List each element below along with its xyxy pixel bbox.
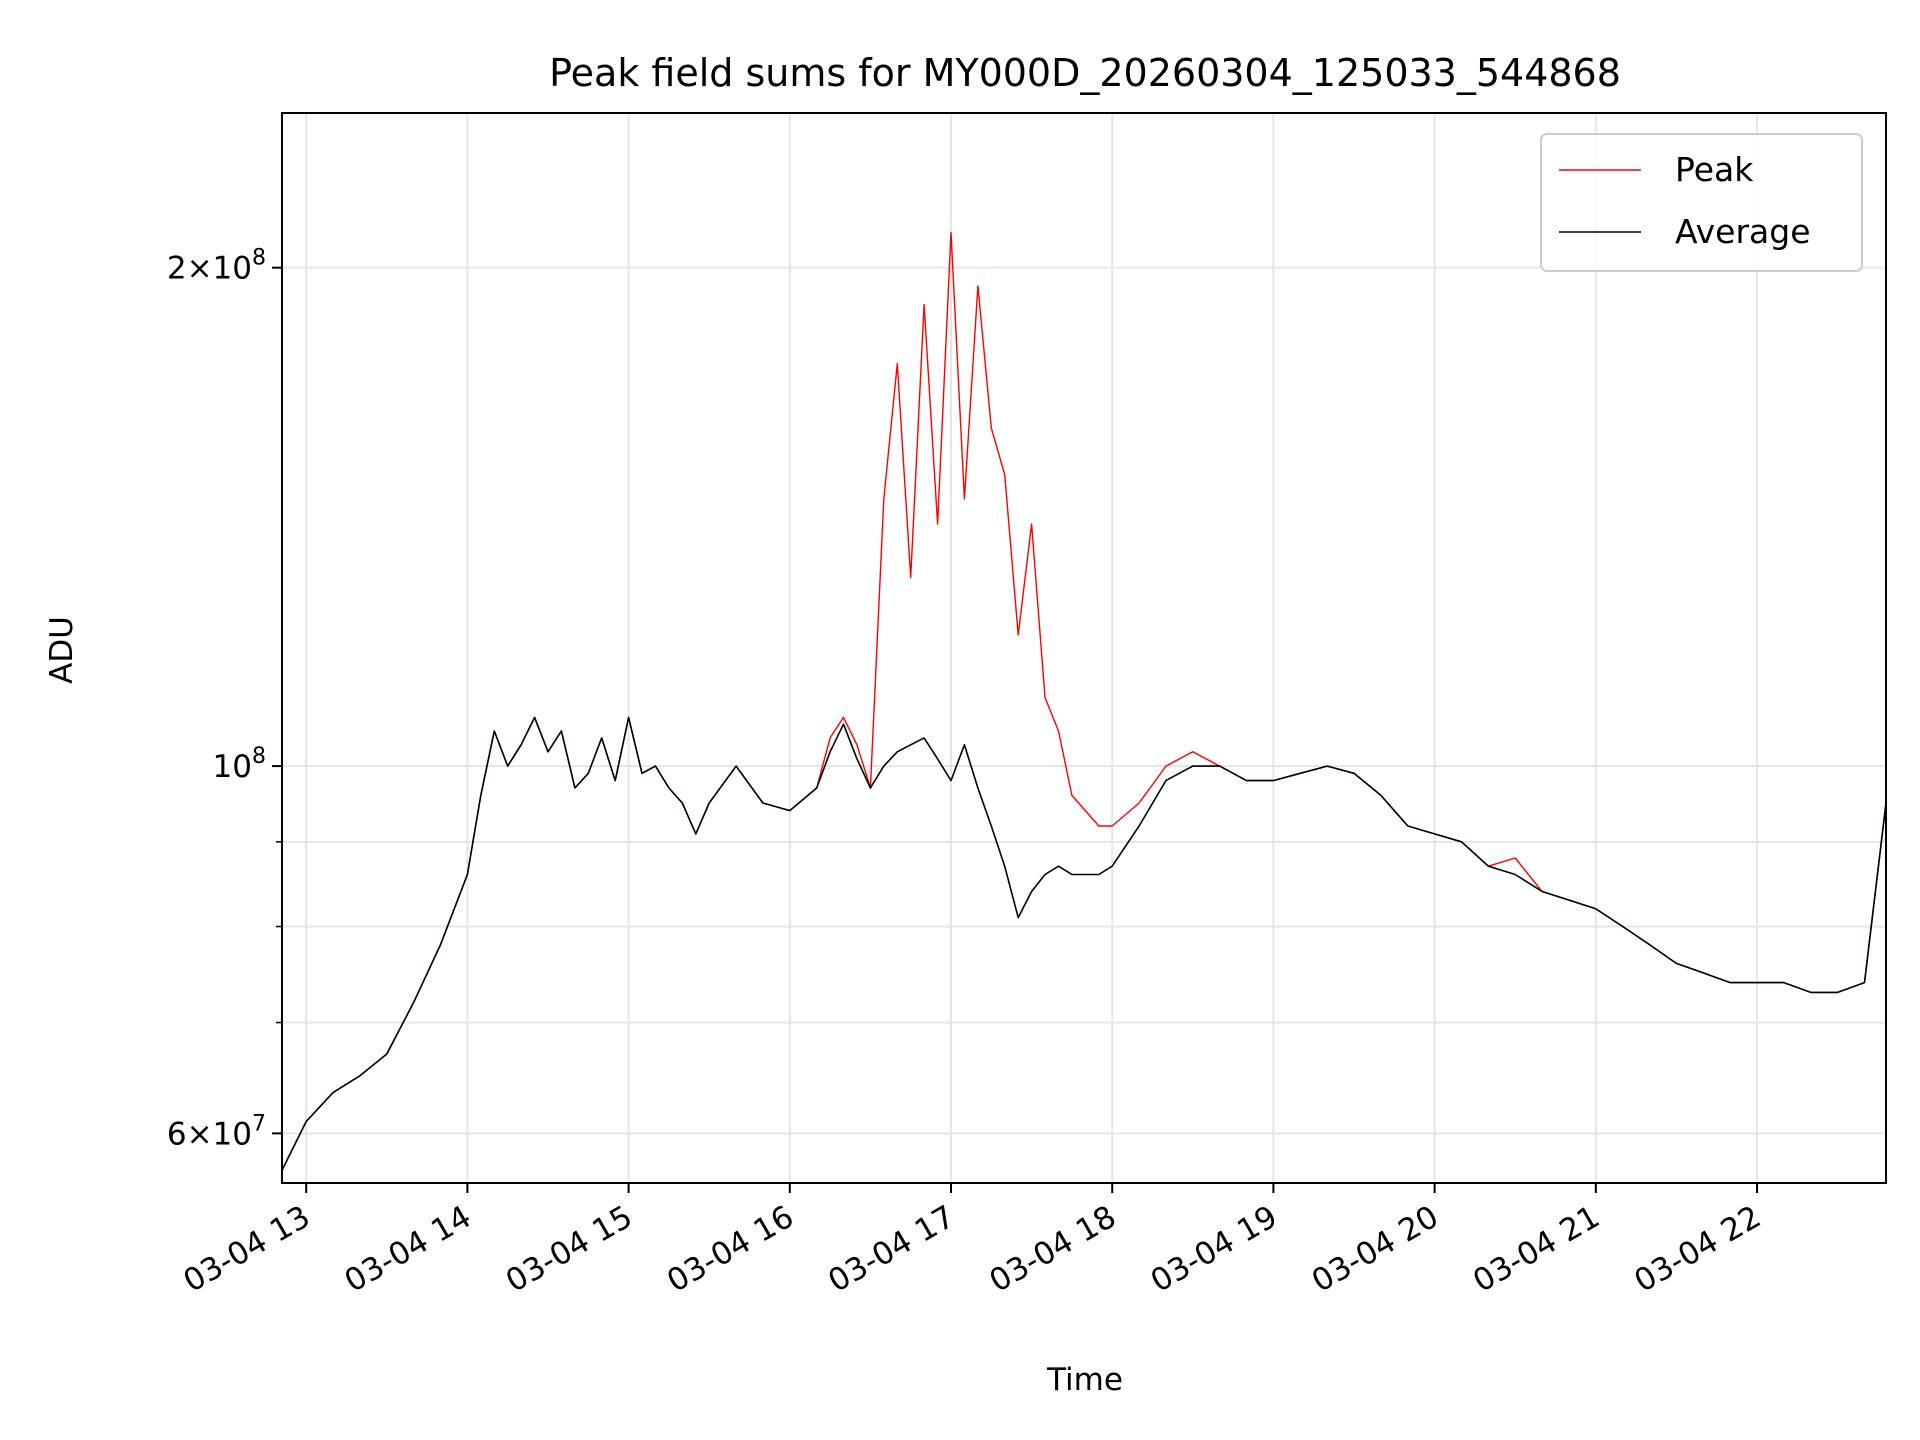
- y-tick-label: 6×107: [167, 1111, 266, 1152]
- grid: [282, 113, 1886, 1183]
- legend-box: [1540, 133, 1863, 272]
- legend: Peak Average: [1540, 133, 1863, 272]
- y-tick-label: 108: [213, 744, 266, 785]
- legend-label-average: Average: [1675, 212, 1811, 251]
- series-layer: [281, 231, 1887, 1171]
- y-axis: 6×107 108 2×108: [167, 246, 282, 1152]
- chart-title: Peak field sums for MY000D_20260304_1250…: [549, 51, 1621, 95]
- x-axis-label: Time: [1046, 1362, 1123, 1398]
- y-tick-label: 2×108: [167, 246, 266, 287]
- legend-label-peak: Peak: [1675, 150, 1754, 189]
- plot-frame: [281, 112, 1887, 1184]
- y-axis-label: ADU: [44, 616, 80, 684]
- series-line-average: [281, 716, 1887, 1171]
